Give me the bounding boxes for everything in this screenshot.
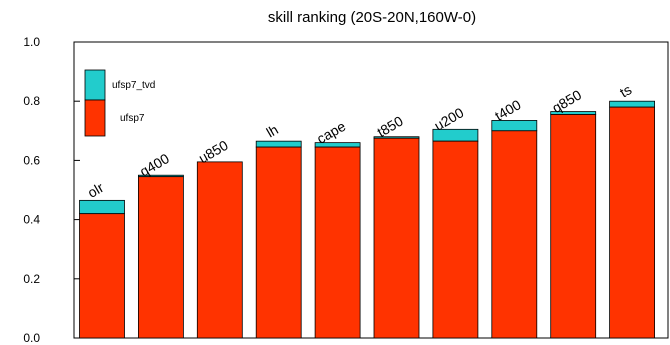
y-tick-label: 0.6 bbox=[23, 153, 40, 167]
bar-ufsp7 bbox=[491, 130, 538, 339]
bar-ufsp7_tvd bbox=[79, 199, 125, 215]
bar-ufsp7 bbox=[432, 140, 479, 339]
y-tick-label: 0.0 bbox=[23, 331, 40, 345]
axes: 0.0 0.2 0.4 0.6 0.8 1.0 bbox=[23, 35, 669, 345]
plot-frame bbox=[73, 41, 669, 339]
y-tick-label: 0.2 bbox=[23, 272, 40, 286]
category-label: t850 bbox=[374, 113, 406, 141]
bar-ufsp7 bbox=[137, 176, 184, 339]
bars bbox=[79, 100, 655, 339]
category-label: t400 bbox=[492, 96, 524, 124]
bar-ufsp7 bbox=[79, 213, 125, 339]
legend-label-ufsp7: ufsp7 bbox=[120, 113, 145, 124]
bar-ufsp7 bbox=[550, 114, 597, 339]
y-tick-label: 0.4 bbox=[23, 213, 40, 227]
category-label: ts bbox=[617, 81, 634, 100]
bar-ufsp7 bbox=[609, 106, 655, 339]
legend-swatch-ufsp7_tvd bbox=[84, 69, 106, 101]
bar-ufsp7_tvd bbox=[255, 140, 302, 148]
chart-title: skill ranking (20S-20N,160W-0) bbox=[268, 9, 476, 26]
legend: ufsp7_tvd ufsp7 bbox=[84, 69, 155, 137]
y-tick-label: 1.0 bbox=[23, 35, 40, 49]
y-tick-label: 0.8 bbox=[23, 94, 40, 108]
bar-ufsp7 bbox=[196, 161, 243, 339]
bar-ufsp7_tvd bbox=[609, 100, 655, 108]
legend-label-ufsp7_tvd: ufsp7_tvd bbox=[112, 80, 155, 91]
legend-swatch-ufsp7 bbox=[84, 99, 106, 137]
bar-ufsp7 bbox=[373, 137, 420, 339]
bar-ufsp7 bbox=[255, 146, 302, 339]
category-label: olr bbox=[85, 179, 107, 201]
bar-ufsp7 bbox=[314, 146, 361, 339]
category-label: lh bbox=[263, 121, 280, 140]
